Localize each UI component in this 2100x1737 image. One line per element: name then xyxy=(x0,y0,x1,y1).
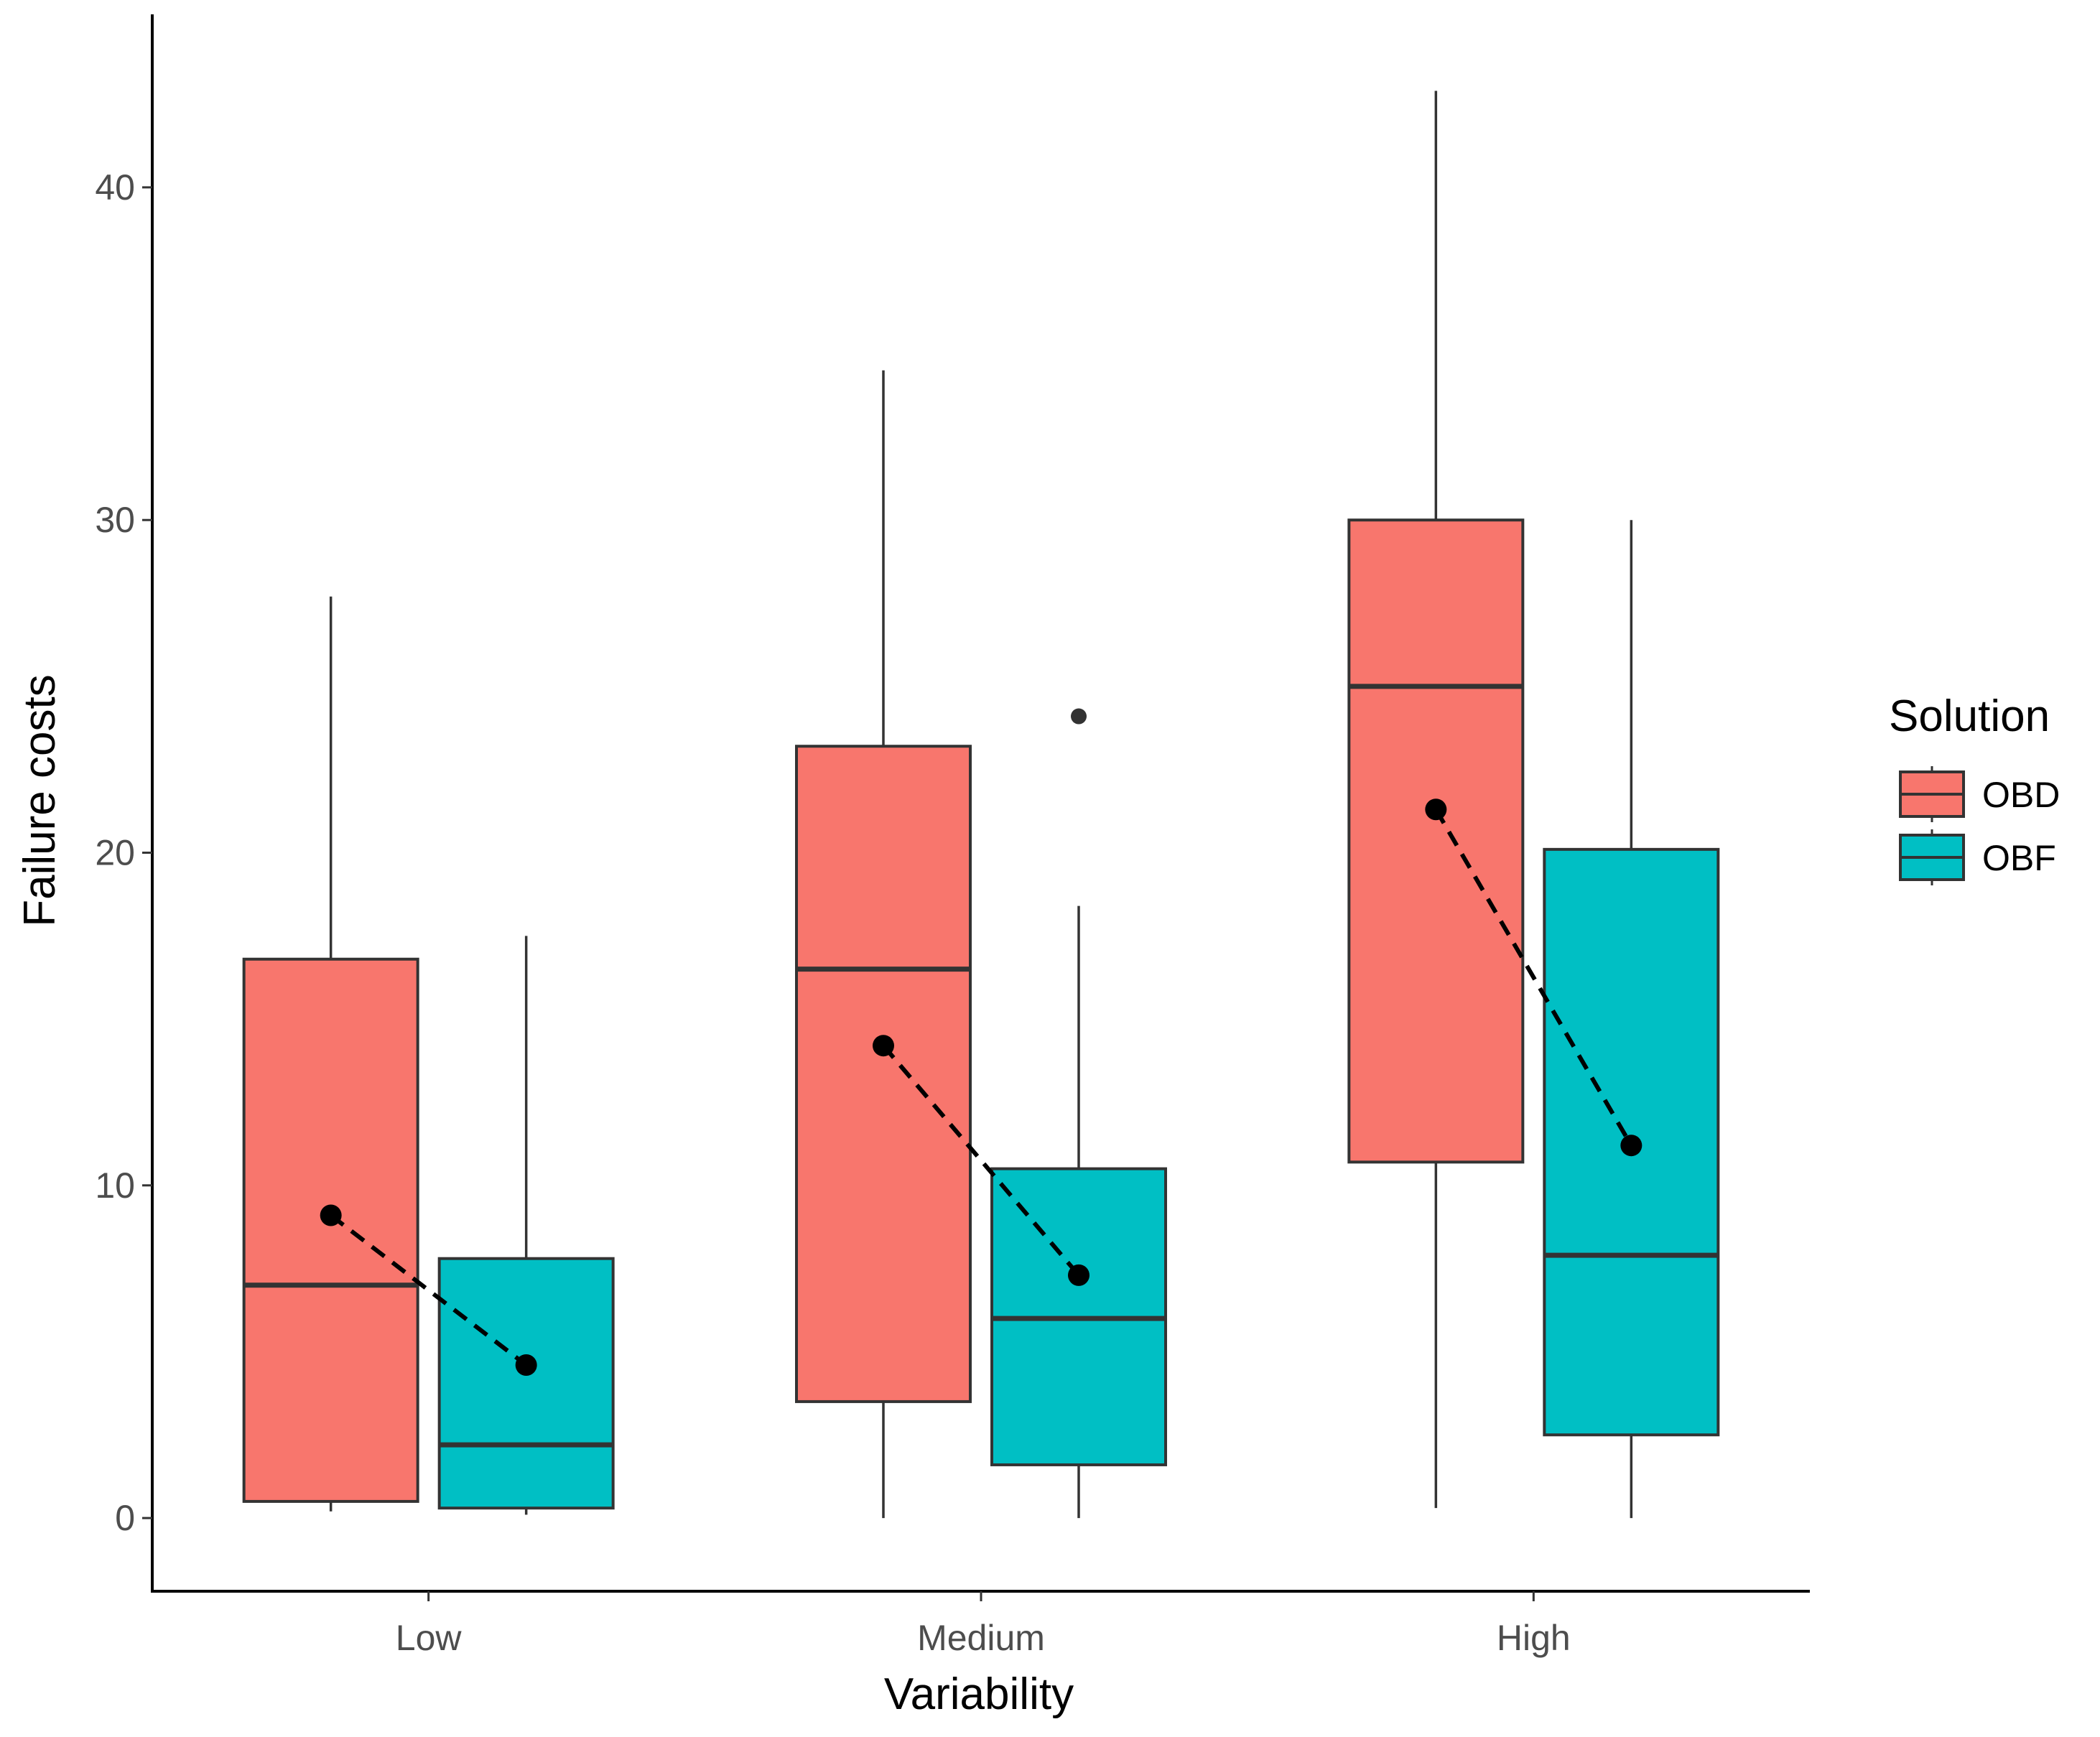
box-body xyxy=(242,957,419,1503)
y-tick-label: 20 xyxy=(95,832,135,872)
x-tick-label: Medium xyxy=(917,1618,1045,1658)
box-body xyxy=(437,1257,615,1510)
legend-item-obf: OBF xyxy=(1899,829,2056,885)
mean-point xyxy=(515,1354,537,1376)
outlier-point xyxy=(1071,708,1087,725)
x-tick-label: Low xyxy=(396,1618,463,1658)
y-tick-label: 40 xyxy=(95,167,135,208)
box-body xyxy=(1347,518,1525,1164)
box-obd-medium xyxy=(795,370,972,1519)
mean-point xyxy=(1620,1135,1643,1157)
legend-label: OBF xyxy=(1982,838,2056,878)
mean-connector-line xyxy=(329,1214,528,1367)
y-tick-label: 30 xyxy=(95,500,135,540)
mean-point xyxy=(1425,798,1447,821)
legend-label: OBD xyxy=(1982,775,2060,815)
y-tick-label: 10 xyxy=(95,1165,135,1206)
box-body xyxy=(795,745,972,1403)
box-obd-high xyxy=(1347,90,1525,1509)
legend-title: Solution xyxy=(1889,691,2050,741)
box-obf-low xyxy=(437,936,615,1515)
mean-point xyxy=(320,1204,342,1226)
y-axis-title: Failure costs xyxy=(15,674,65,926)
y-axis-ticks: 0 10 20 30 40 xyxy=(95,167,152,1538)
box-obd-low xyxy=(242,596,419,1512)
plot-area xyxy=(242,90,1720,1519)
legend-item-obd: OBD xyxy=(1899,766,2060,822)
y-tick-label: 0 xyxy=(115,1498,135,1538)
mean-point xyxy=(1068,1264,1090,1286)
mean-connector-line xyxy=(1434,808,1633,1147)
x-tick-label: High xyxy=(1497,1618,1571,1658)
box-obf-medium xyxy=(990,708,1167,1519)
mean-point xyxy=(873,1035,894,1057)
x-axis-title: Variability xyxy=(884,1670,1074,1719)
legend: Solution OBD OBF xyxy=(1889,691,2060,885)
legend-entries: OBD OBF xyxy=(1899,766,2060,885)
x-axis-ticks: Low Medium High xyxy=(396,1591,1571,1658)
